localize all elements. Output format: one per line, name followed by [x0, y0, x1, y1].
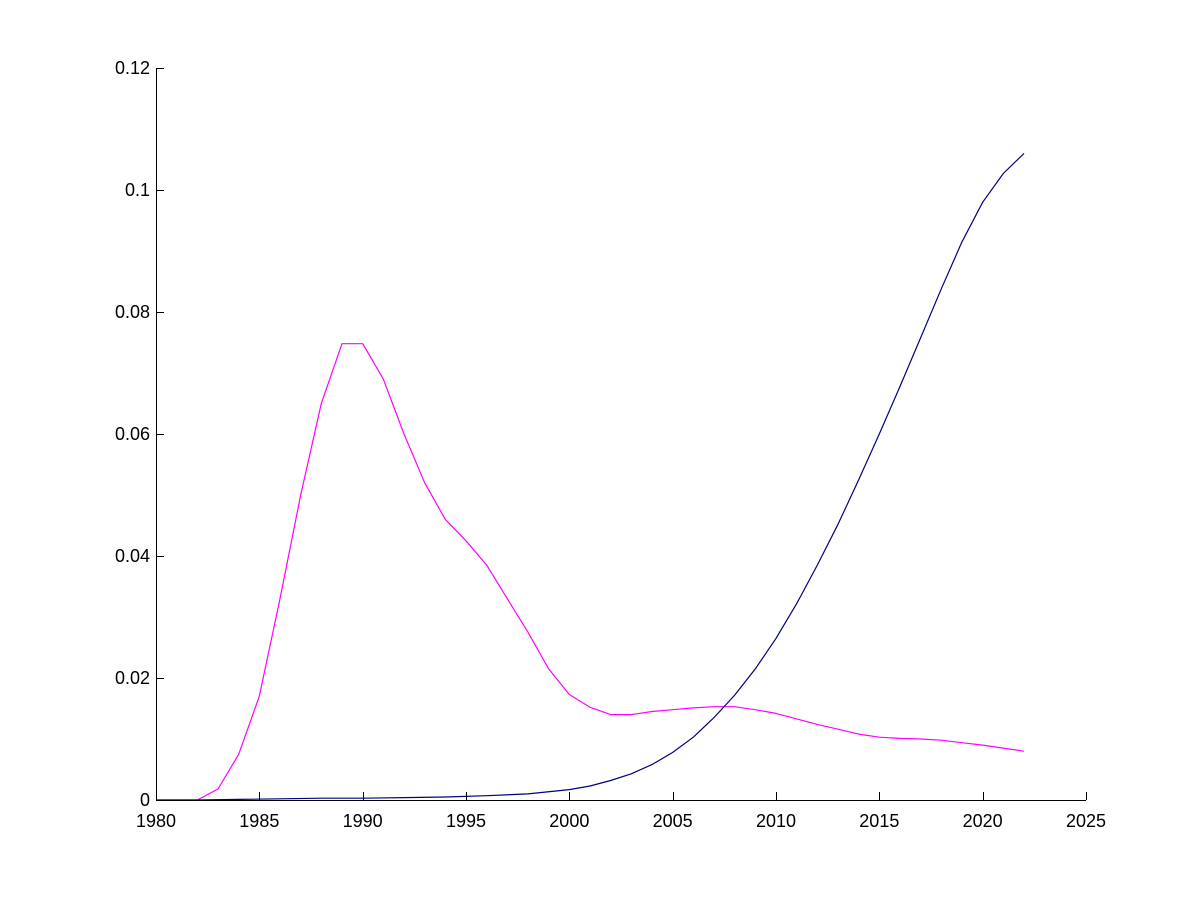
series-layer: [156, 152, 1025, 801]
x-tick-label: 2020: [963, 811, 1003, 831]
x-tick-label: 1990: [343, 811, 383, 831]
x-tick-label: 1980: [136, 811, 176, 831]
x-tick-label: 2000: [549, 811, 589, 831]
x-tick-label: 2005: [653, 811, 693, 831]
series-line-2: [156, 152, 1025, 801]
y-tick-label: 0.02: [115, 668, 150, 688]
y-tick-label: 0.04: [115, 546, 150, 566]
y-tick-label: 0: [140, 790, 150, 810]
x-tick-label: 2010: [756, 811, 796, 831]
x-tick-label: 1995: [446, 811, 486, 831]
y-tick-label: 0.12: [115, 58, 150, 78]
series-line-1: [156, 343, 1025, 801]
x-tick-label: 2015: [859, 811, 899, 831]
x-tick-label: 2025: [1066, 811, 1106, 831]
x-axis-ticks: 1980 1985 1990 1995 2000 2005 2010 2015 2020 2025: [136, 792, 1106, 831]
axes-layer: [156, 68, 1086, 801]
x-tick-label: 1985: [239, 811, 279, 831]
y-tick-label: 0.06: [115, 424, 150, 444]
y-tick-label: 0.08: [115, 302, 150, 322]
y-axis-ticks: 0 0.02 0.04 0.06 0.08 0.1 0.12: [115, 58, 164, 810]
y-tick-label: 0.1: [125, 180, 150, 200]
